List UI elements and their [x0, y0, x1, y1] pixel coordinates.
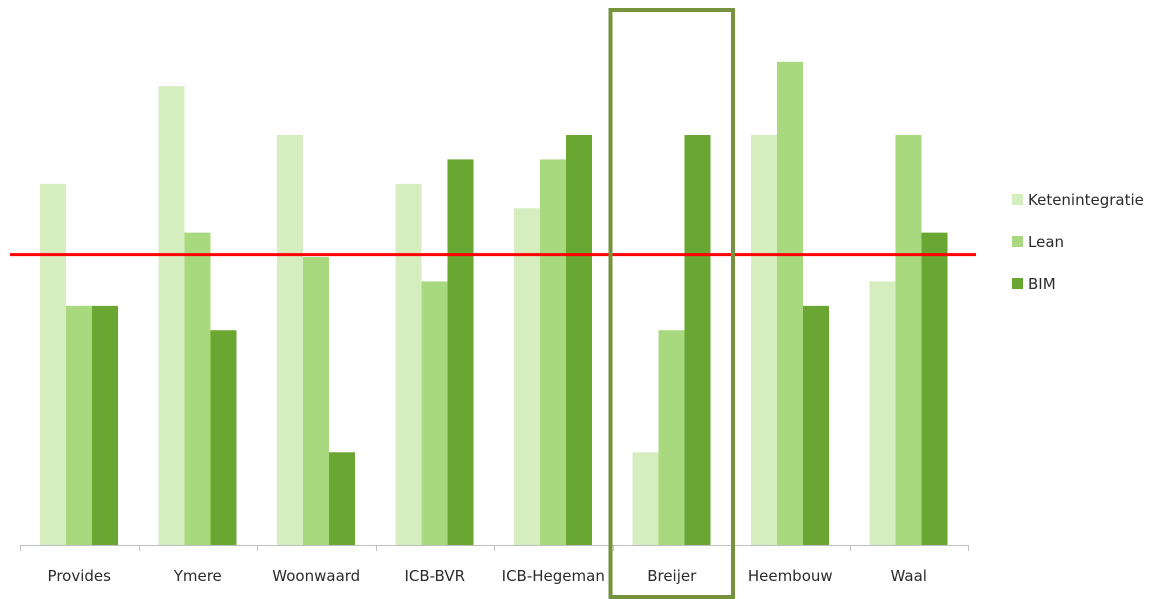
- x-tick-label: Breijer: [647, 567, 697, 585]
- legend-label-ketenintegratie: Ketenintegratie: [1028, 191, 1144, 209]
- x-tick-label: Woonwaard: [272, 567, 360, 585]
- legend-swatch-bim: [1012, 278, 1023, 289]
- bar-heembouw-bim: [803, 305, 829, 545]
- bar-icb-bvr-lean: [421, 281, 448, 545]
- x-tick-label: Waal: [891, 567, 927, 585]
- bar-icb-hegeman-bim: [566, 135, 592, 545]
- bar-ymere-ketenintegratie: [158, 86, 185, 546]
- bar-heembouw-lean: [777, 61, 803, 545]
- bar-woonwaard-bim: [329, 452, 355, 545]
- bar-heembouw-ketenintegratie: [751, 135, 777, 545]
- bar-waal-bim: [921, 232, 948, 545]
- bar-icb-hegeman-lean: [540, 159, 566, 546]
- legend-swatch-ketenintegratie: [1012, 194, 1023, 205]
- bar-waal-lean: [895, 135, 922, 545]
- bar-provides-bim: [92, 305, 118, 545]
- legend-label-lean: Lean: [1028, 233, 1064, 251]
- bar-breijer-bim: [684, 135, 711, 545]
- bar-woonwaard-lean: [303, 257, 329, 545]
- bar-breijer-lean: [658, 330, 685, 545]
- x-tick-label: ICB-BVR: [404, 567, 465, 585]
- legend: Ketenintegratie Lean BIM: [1012, 191, 1144, 293]
- x-axis: Provides Ymere Woonwaard ICB-BVR ICB-Hegeman…: [20, 545, 969, 585]
- x-tick-label: Provides: [48, 567, 112, 585]
- x-tick-label: Heembouw: [748, 567, 833, 585]
- x-tick-label: Ymere: [173, 567, 222, 585]
- x-tick-label: ICB-Hegeman: [502, 567, 605, 585]
- highlight-layer: [608, 8, 735, 599]
- legend-label-bim: BIM: [1028, 275, 1056, 293]
- bar-ymere-bim: [210, 330, 237, 545]
- bar-icb-bvr-bim: [447, 159, 474, 546]
- bars-layer: [40, 61, 948, 546]
- bar-breijer-ketenintegratie: [632, 452, 659, 545]
- legend-swatch-lean: [1012, 236, 1023, 247]
- bar-woonwaard-ketenintegratie: [277, 135, 303, 545]
- bar-provides-lean: [66, 305, 92, 545]
- highlight-box: [608, 8, 735, 599]
- bar-icb-hegeman-ketenintegratie: [514, 208, 540, 545]
- bar-icb-bvr-ketenintegratie: [395, 183, 422, 545]
- bar-ymere-lean: [184, 232, 211, 545]
- bar-waal-ketenintegratie: [869, 281, 896, 545]
- bar-provides-ketenintegratie: [40, 183, 66, 545]
